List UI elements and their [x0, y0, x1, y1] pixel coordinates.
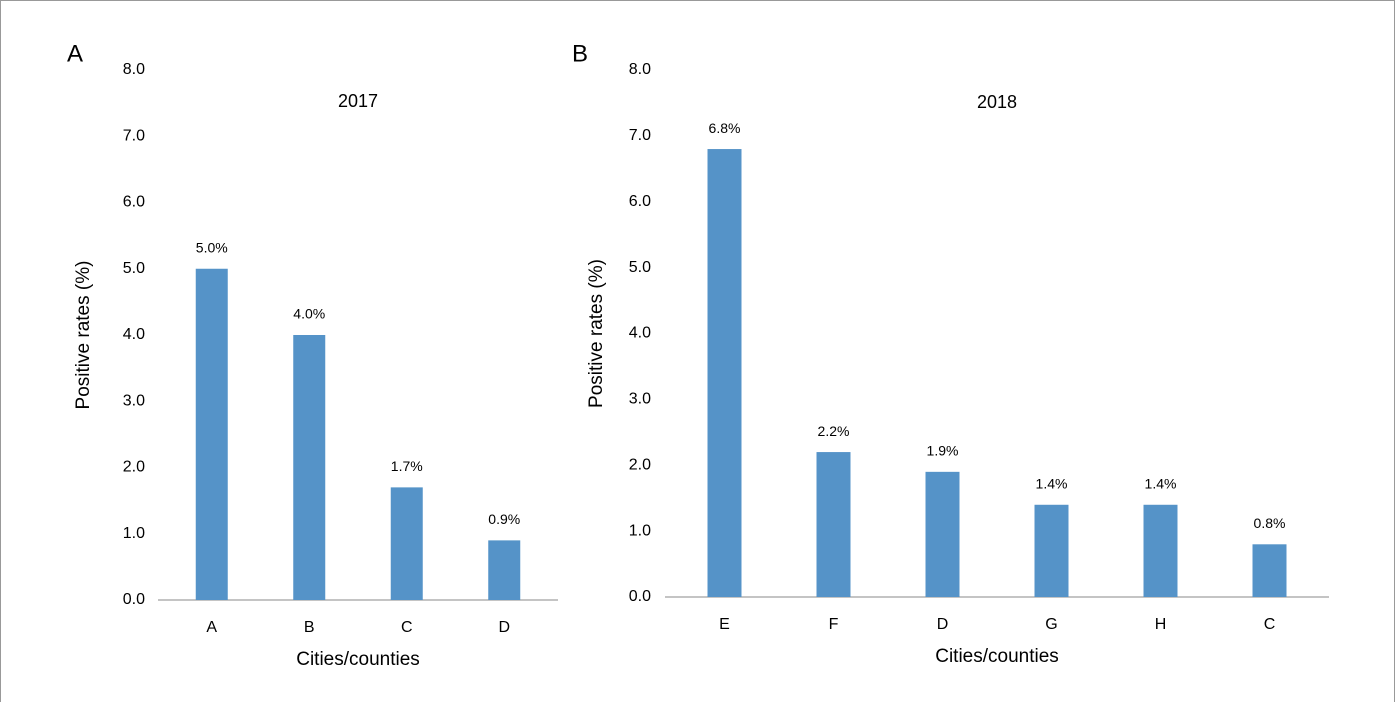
- x-tick-label: B: [304, 619, 315, 636]
- value-label: 4.0%: [293, 306, 325, 322]
- y-tick-label: 3.0: [123, 392, 145, 409]
- y-tick-label: 7.0: [123, 127, 145, 144]
- y-tick-label: 0.0: [629, 588, 651, 605]
- value-label: 1.4%: [1036, 475, 1068, 491]
- bar: [925, 471, 960, 597]
- y-tick-label: 5.0: [123, 260, 145, 277]
- x-tick-label: E: [719, 616, 730, 633]
- y-tick-label: 8.0: [123, 61, 145, 78]
- chart-title: 2018: [977, 92, 1017, 112]
- y-tick-label: 1.0: [123, 525, 145, 542]
- value-label: 1.7%: [391, 458, 423, 474]
- x-tick-label: A: [206, 619, 217, 636]
- y-tick-label: 7.0: [629, 127, 651, 144]
- y-tick-label: 0.0: [123, 591, 145, 608]
- bar: [1252, 544, 1287, 597]
- y-tick-label: 2.0: [123, 459, 145, 476]
- x-tick-label: D: [937, 616, 949, 633]
- y-tick-label: 4.0: [123, 326, 145, 343]
- chart-title: 2017: [338, 91, 378, 111]
- y-tick-label: 1.0: [629, 522, 651, 539]
- x-axis-label: Cities/counties: [935, 646, 1059, 667]
- value-label: 1.4%: [1145, 475, 1177, 491]
- value-label: 1.9%: [927, 443, 959, 459]
- y-tick-label: 8.0: [629, 61, 651, 78]
- y-tick-label: 6.0: [629, 193, 651, 210]
- x-axis-label: Cities/counties: [296, 649, 420, 670]
- x-tick-label: H: [1155, 616, 1167, 633]
- y-tick-label: 4.0: [629, 325, 651, 342]
- bar: [707, 149, 742, 598]
- y-tick-label: 2.0: [629, 456, 651, 473]
- panel-label: B: [572, 40, 588, 67]
- value-label: 0.8%: [1254, 515, 1286, 531]
- bar: [195, 268, 228, 600]
- value-label: 2.2%: [818, 423, 850, 439]
- bar: [390, 487, 423, 600]
- y-axis-label: Positive rates (%): [586, 259, 607, 408]
- value-label: 6.8%: [709, 120, 741, 136]
- y-axis-label: Positive rates (%): [73, 261, 94, 410]
- bar: [816, 452, 851, 597]
- y-tick-label: 6.0: [123, 194, 145, 211]
- x-tick-label: F: [829, 616, 839, 633]
- x-tick-label: G: [1045, 616, 1057, 633]
- bar: [293, 335, 326, 600]
- value-label: 0.9%: [488, 511, 520, 527]
- y-tick-label: 5.0: [629, 259, 651, 276]
- bar: [1143, 504, 1178, 597]
- x-tick-label: C: [1264, 616, 1276, 633]
- bar: [1034, 504, 1069, 597]
- bar: [488, 540, 521, 600]
- x-tick-label: C: [401, 619, 413, 636]
- y-tick-label: 3.0: [629, 391, 651, 408]
- value-label: 5.0%: [196, 239, 228, 255]
- panel-label: A: [67, 40, 83, 67]
- x-tick-label: D: [498, 619, 510, 636]
